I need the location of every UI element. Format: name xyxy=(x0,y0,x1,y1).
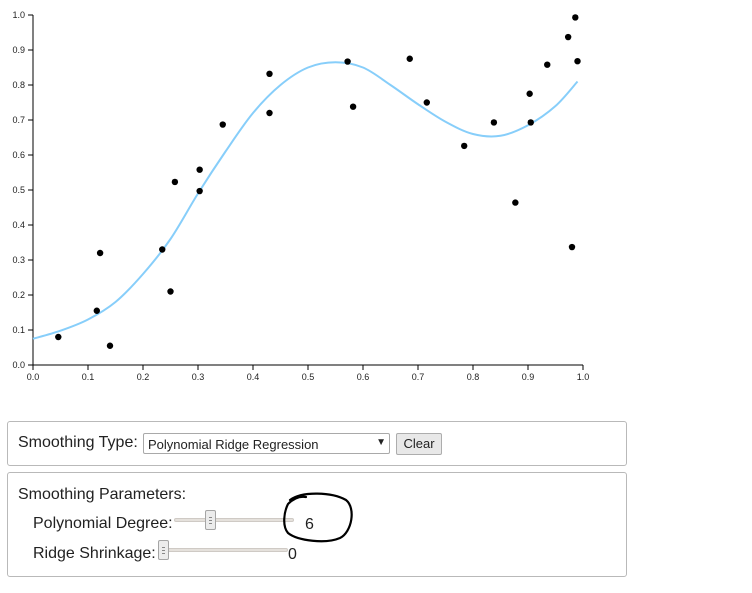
data-point[interactable] xyxy=(568,243,576,251)
data-point[interactable] xyxy=(266,70,273,78)
ridge-shrinkage-value: 0 xyxy=(288,546,297,563)
data-point[interactable] xyxy=(55,333,62,341)
data-point[interactable] xyxy=(349,103,357,110)
data-point[interactable] xyxy=(196,187,203,195)
smoothing-type-panel: Smoothing Type: Polynomial Ridge Regress… xyxy=(7,421,627,466)
data-point[interactable] xyxy=(344,58,351,65)
y-tick-label: 0.8 xyxy=(12,80,25,90)
data-point[interactable] xyxy=(574,58,581,65)
x-tick-label: 0.0 xyxy=(27,372,40,382)
ridge-shrinkage-slider[interactable] xyxy=(158,548,288,552)
x-tick-label: 0.5 xyxy=(302,372,315,382)
polynomial-degree-value: 6 xyxy=(305,516,314,533)
scatter-chart[interactable]: 0.0 0.1 0.2 0.3 0.4 0.5 0.6 0.7 0.8 0.9 1.0 0.0 0.1 0… xyxy=(0,0,752,410)
y-tick-label: 1.0 xyxy=(12,10,25,20)
x-tick-label: 0.1 xyxy=(82,372,95,382)
y-tick-label: 0.9 xyxy=(12,45,25,55)
y-tick-label: 0.2 xyxy=(12,290,25,300)
ridge-shrinkage-slider-thumb[interactable] xyxy=(158,540,169,560)
data-point[interactable] xyxy=(159,246,166,253)
ridge-shrinkage-label: Ridge Shrinkage: xyxy=(33,545,156,562)
smoothing-parameters-label: Smoothing Parameters: xyxy=(18,486,187,503)
data-point[interactable] xyxy=(266,109,273,117)
data-point[interactable] xyxy=(527,119,534,126)
y-tick-label: 0.5 xyxy=(12,185,25,195)
smoothing-type-select[interactable]: Polynomial Ridge Regression ▼ xyxy=(143,433,390,454)
data-point[interactable] xyxy=(572,14,579,21)
data-point[interactable] xyxy=(171,178,179,186)
y-tick-label: 0.7 xyxy=(12,115,25,125)
data-point[interactable] xyxy=(93,307,101,314)
data-point[interactable] xyxy=(512,199,519,206)
data-point[interactable] xyxy=(96,249,104,257)
y-tick-label: 0.6 xyxy=(12,150,25,160)
x-tick-label: 0.2 xyxy=(137,372,150,382)
data-point[interactable] xyxy=(196,166,203,173)
x-tick-label: 0.7 xyxy=(412,372,425,382)
data-point[interactable] xyxy=(544,61,551,68)
data-point[interactable] xyxy=(490,119,498,126)
polynomial-degree-slider-thumb[interactable] xyxy=(204,510,216,530)
data-point[interactable] xyxy=(106,342,114,349)
data-point[interactable] xyxy=(219,121,226,128)
x-tick-label: 1.0 xyxy=(577,372,590,382)
data-point[interactable] xyxy=(461,142,468,150)
y-tick-label: 0.0 xyxy=(12,360,25,370)
chevron-down-icon: ▼ xyxy=(376,437,386,448)
x-tick-label: 0.8 xyxy=(467,372,480,382)
data-point[interactable] xyxy=(564,33,572,41)
polynomial-degree-label: Polynomial Degree: xyxy=(33,515,173,532)
polynomial-degree-slider[interactable] xyxy=(174,518,294,522)
x-tick-label: 0.3 xyxy=(192,372,205,382)
x-tick-label: 0.9 xyxy=(522,372,535,382)
smoothing-parameters-panel: Smoothing Parameters: Polynomial Degree:… xyxy=(7,472,627,577)
smoothing-type-label: Smoothing Type: xyxy=(18,434,138,451)
clear-button[interactable]: Clear xyxy=(396,433,442,455)
smoothing-type-value: Polynomial Ridge Regression xyxy=(148,437,319,452)
x-tick-label: 0.6 xyxy=(357,372,370,382)
data-point[interactable] xyxy=(167,288,174,295)
y-tick-label: 0.3 xyxy=(12,255,25,265)
x-tick-label: 0.4 xyxy=(247,372,260,382)
y-tick-label: 0.4 xyxy=(12,220,25,230)
data-point[interactable] xyxy=(423,99,430,106)
y-tick-label: 0.1 xyxy=(12,325,25,335)
data-point[interactable] xyxy=(406,55,413,62)
data-point[interactable] xyxy=(526,90,533,97)
annotation-circle xyxy=(283,492,353,543)
fit-curve-line xyxy=(32,61,579,340)
